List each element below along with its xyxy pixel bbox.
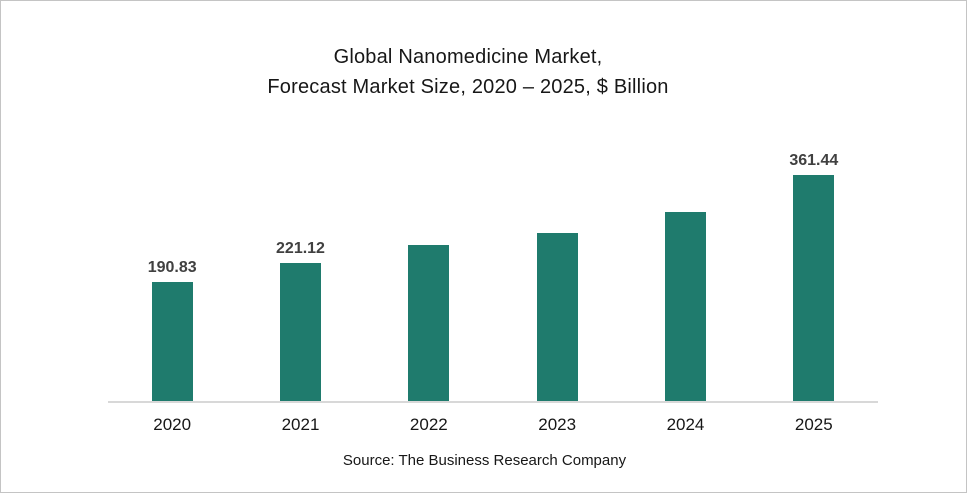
x-axis-line <box>108 401 878 403</box>
bar-column-2025: 361.44 <box>750 141 878 401</box>
chart-title-line1: Global Nanomedicine Market, <box>333 46 603 68</box>
bar-column-2021: 221.12 <box>236 141 364 401</box>
bar-2022 <box>408 245 450 401</box>
bar-2025 <box>793 175 835 401</box>
x-axis-label-2020: 2020 <box>153 415 192 434</box>
bar-column-2020: 190.83 <box>108 141 236 401</box>
x-axis-label-2022: 2022 <box>409 415 448 434</box>
x-axis-label-2023: 2023 <box>538 415 577 434</box>
bar-column-2024 <box>621 141 749 401</box>
x-axis-label-2025: 2025 <box>794 415 833 434</box>
x-axis-labels: 2020 2021 2022 2023 2024 2025 <box>108 415 878 435</box>
chart-title-line2: Forecast Market Size, 2020 – 2025, $ Bil… <box>267 76 669 98</box>
data-label-2025: 361.44 <box>789 152 839 169</box>
bar-column-2023 <box>493 141 621 401</box>
bar-2020 <box>151 282 193 401</box>
x-axis-label-2021: 2021 <box>281 415 320 434</box>
chart-title: Global Nanomedicine Market, Forecast Mar… <box>1 42 935 102</box>
bar-2024 <box>664 212 706 401</box>
plot-area: 190.83 221.12 361.44 <box>108 141 878 401</box>
data-label-2021: 221.12 <box>276 240 325 257</box>
bar-2023 <box>536 233 578 401</box>
bar-2021 <box>279 263 321 401</box>
bar-column-2022 <box>365 141 493 401</box>
x-axis-label-2024: 2024 <box>666 415 705 434</box>
data-label-2020: 190.83 <box>147 259 197 276</box>
source-caption: Source: The Business Research Company <box>342 452 627 469</box>
